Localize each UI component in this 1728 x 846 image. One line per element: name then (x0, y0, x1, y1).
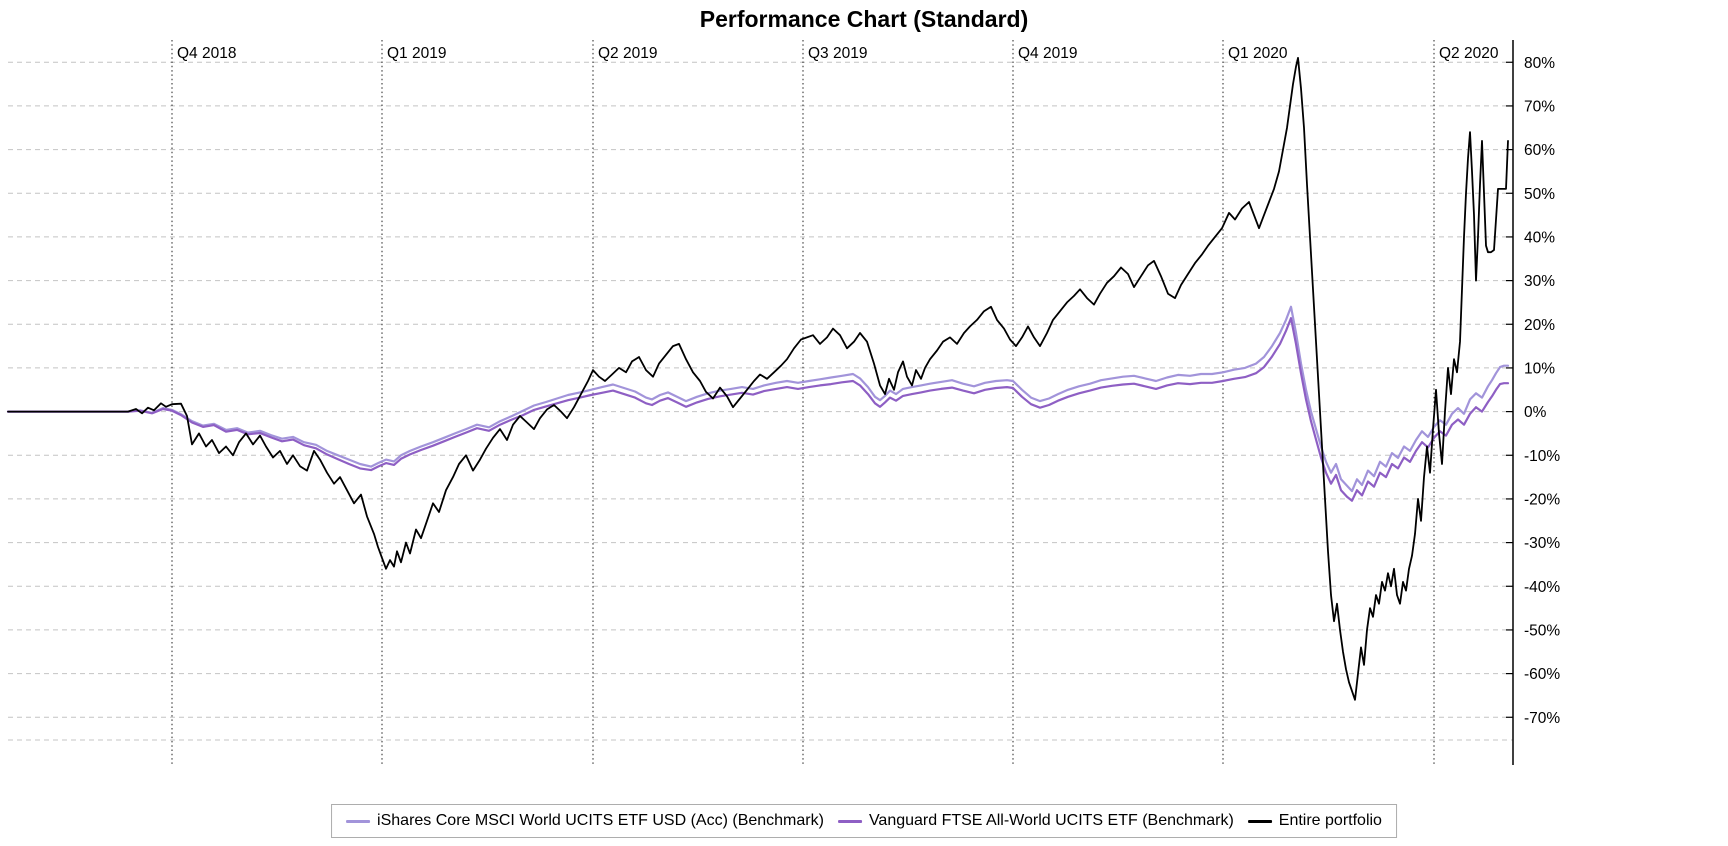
ishares-line-swatch-icon (346, 819, 371, 823)
quarter-label: Q3 2019 (808, 45, 867, 62)
y-axis-tick-label: 20% (1524, 317, 1555, 334)
legend-label: Entire portfolio (1278, 812, 1382, 829)
y-axis-tick-label: -30% (1524, 535, 1560, 552)
y-axis-tick-label: -40% (1524, 579, 1560, 596)
series-line-vanguard-benchmark (6, 317, 1510, 502)
y-axis-tick-label: -50% (1524, 622, 1560, 639)
y-axis-tick-label: 50% (1524, 186, 1555, 203)
quarter-label: Q2 2020 (1439, 45, 1499, 62)
y-axis-tick-label: -70% (1524, 710, 1560, 727)
legend-item-ishares-benchmark[interactable]: iShares Core MSCI World UCITS ETF USD (A… (346, 812, 824, 830)
y-axis-tick-label: 10% (1524, 360, 1555, 377)
quarter-label: Q1 2020 (1228, 45, 1288, 62)
chart-title: Performance Chart (Standard) (699, 6, 1029, 32)
quarter-label: Q2 2019 (598, 45, 657, 62)
legend-label: iShares Core MSCI World UCITS ETF USD (A… (377, 812, 824, 829)
quarter-label: Q4 2018 (177, 45, 236, 62)
y-axis-tick-label: -20% (1524, 491, 1560, 508)
vanguard-line-swatch-icon (837, 819, 862, 823)
y-axis-tick-label: 0% (1524, 404, 1547, 421)
y-axis-tick-label: 30% (1524, 273, 1555, 290)
quarter-label: Q1 2019 (387, 45, 446, 62)
y-axis-tick-label: -60% (1524, 666, 1560, 683)
quarter-label: Q4 2019 (1018, 45, 1077, 62)
y-axis-tick-label: 70% (1524, 98, 1555, 115)
y-axis-tick-label: -10% (1524, 448, 1560, 465)
y-axis-tick-label: 60% (1524, 142, 1555, 159)
legend-item-vanguard-benchmark[interactable]: Vanguard FTSE All-World UCITS ETF (Bench… (837, 812, 1234, 830)
series-line-entire-portfolio (7, 57, 1509, 701)
portfolio-line-swatch-icon (1247, 819, 1272, 823)
legend-item-entire-portfolio[interactable]: Entire portfolio (1247, 812, 1382, 830)
y-axis-tick-label: 80% (1524, 55, 1555, 72)
y-axis-tick-label: 40% (1524, 229, 1555, 246)
chart-legend: iShares Core MSCI World UCITS ETF USD (A… (331, 804, 1397, 838)
series-line-ishares-benchmark (6, 305, 1510, 493)
legend-label: Vanguard FTSE All-World UCITS ETF (Bench… (868, 812, 1234, 829)
